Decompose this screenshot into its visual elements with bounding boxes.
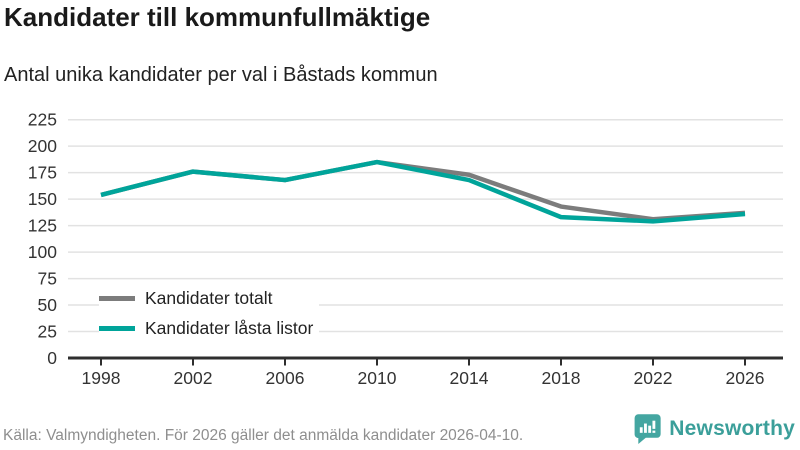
chart-subtitle: Antal unika kandidater per val i Båstads… bbox=[4, 64, 438, 86]
y-axis-label: 0 bbox=[47, 348, 57, 368]
x-axis-label: 1998 bbox=[82, 368, 121, 388]
bar-small bbox=[640, 427, 643, 433]
exclamation-dot bbox=[652, 430, 656, 433]
legend-item-locked-lists: Kandidater låsta listor bbox=[99, 317, 320, 340]
bar-medium bbox=[648, 425, 652, 433]
bar-tall bbox=[644, 423, 648, 433]
newsworthy-logo-text: Newsworthy bbox=[669, 416, 795, 440]
legend-label-total: Kandidater totalt bbox=[145, 288, 273, 308]
x-axis-label: 2026 bbox=[726, 368, 765, 388]
chart-legend: Kandidater totalt Kandidater låsta listo… bbox=[99, 287, 320, 340]
newsworthy-logo-icon bbox=[634, 414, 661, 444]
y-axis-label: 50 bbox=[38, 295, 58, 315]
x-axis-label: 2006 bbox=[266, 368, 305, 388]
y-axis-label: 175 bbox=[28, 163, 57, 183]
legend-label-locked-lists: Kandidater låsta listor bbox=[145, 318, 314, 338]
x-axis-label: 2002 bbox=[174, 368, 213, 388]
chart-title: Kandidater till kommunfullmäktige bbox=[4, 2, 431, 32]
y-axis-label: 100 bbox=[28, 242, 57, 262]
x-axis-label: 2022 bbox=[634, 368, 673, 388]
y-axis-label: 225 bbox=[28, 110, 57, 130]
x-axis-label: 2010 bbox=[358, 368, 397, 388]
y-axis-label: 200 bbox=[28, 136, 57, 156]
x-axis-label: 2014 bbox=[450, 368, 489, 388]
legend-item-total: Kandidater totalt bbox=[99, 287, 320, 310]
legend-swatch-total bbox=[99, 296, 135, 301]
y-axis-label: 75 bbox=[38, 269, 57, 289]
y-axis-label: 25 bbox=[38, 322, 57, 342]
speech-bubble-shape bbox=[634, 414, 661, 444]
source-note: Källa: Valmyndigheten. För 2026 gäller d… bbox=[3, 427, 524, 444]
newsworthy-logo: Newsworthy bbox=[632, 413, 795, 444]
legend-swatch-locked-lists bbox=[99, 326, 135, 331]
y-axis-label: 125 bbox=[28, 216, 57, 236]
x-axis-label: 2018 bbox=[542, 368, 581, 388]
series-line-locked-lists bbox=[100, 159, 746, 224]
y-axis-label: 150 bbox=[28, 189, 57, 209]
exclamation-bar bbox=[652, 420, 656, 429]
